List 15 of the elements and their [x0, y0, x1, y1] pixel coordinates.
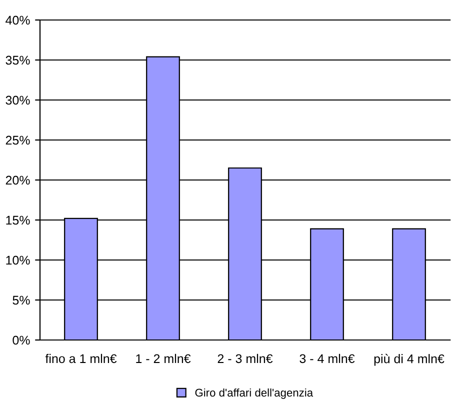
y-tick-label: 10% — [6, 256, 30, 265]
legend-label: Giro d'affari dell'agenzia — [195, 388, 314, 399]
x-tick-label: 3 - 4 mln€ — [300, 354, 355, 364]
y-tick-label: 35% — [6, 56, 30, 65]
y-tick-label: 15% — [6, 216, 30, 225]
x-tick-label: fino a 1 mln€ — [45, 354, 117, 364]
y-tick-label: 30% — [6, 96, 30, 105]
y-tick-label: 20% — [6, 176, 30, 185]
x-tick-label: 2 - 3 mln€ — [218, 354, 273, 364]
y-tick-label: 40% — [6, 16, 30, 25]
y-tick-label: 0% — [12, 336, 30, 345]
y-tick-label: 5% — [12, 296, 30, 305]
x-tick-label: più di 4 mln€ — [374, 354, 444, 366]
y-tick-label: 25% — [6, 136, 30, 145]
x-tick-label: 1 - 2 mln€ — [136, 354, 191, 364]
